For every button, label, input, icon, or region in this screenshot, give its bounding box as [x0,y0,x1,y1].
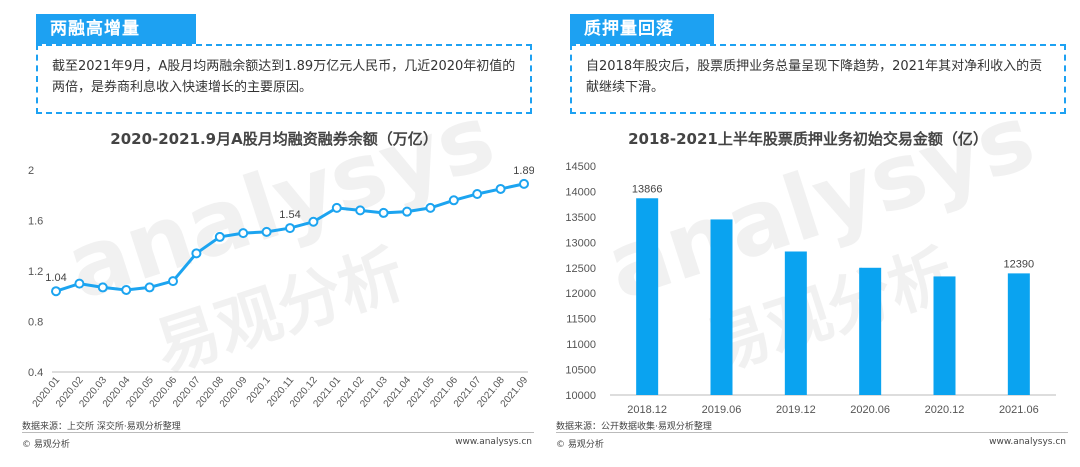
data-point [285,223,295,234]
data-point [308,216,319,227]
brand-copyright: © 易观分析 [556,440,604,450]
data-point [74,278,85,289]
note-box: 截至2021年9月，A股月均两融余额达到1.89万亿元人民币，几近2020年初值… [36,44,532,114]
bar-chart: 10000 10500 11000 11500 12000 12500 13000 13500… [565,161,1056,416]
data-point [425,202,436,213]
data-point [168,276,178,287]
y-tick-label: 1.2 [28,266,43,278]
y-tick-label: 11000 [566,339,596,351]
brand-copyright: © 易观分析 [22,440,70,450]
x-tick-label: 2020.12 [925,404,965,416]
data-label: 13866 [632,183,663,195]
margin-financing-panel: 两融高增量 截至2021年9月，A股月均两融余额达到1.89万亿元人民币，几近2… [14,0,534,467]
website-link[interactable]: www.analysys.cn [455,437,532,447]
bar [1007,273,1030,395]
bar [933,276,956,395]
stock-pledge-panel: 质押量回落 自2018年股灾后，股票质押业务总量呈现下降趋势，2021年其对净利… [548,0,1068,467]
chart-title: 2020-2021.9月A股月均融资融券余额（万亿） [110,130,438,148]
y-tick-label: 14500 [565,161,596,173]
data-source: 数据来源：上交所 深交所·易观分析整理 [22,422,181,432]
bar [859,267,882,395]
y-tick-label: 10500 [565,365,596,377]
section-tag: 两融高增量 [36,14,196,44]
y-tick-label: 14000 [565,186,596,198]
data-point [51,286,61,297]
footer-divider [556,432,1068,433]
data-point [261,226,272,237]
note-box: 自2018年股灾后，股票质押业务总量呈现下降趋势，2021年其对净利收入的贡献继… [570,44,1066,114]
data-point [238,228,249,239]
bar [710,219,733,395]
footer-divider [22,432,534,433]
x-tick-label: 2019.12 [776,404,816,416]
y-tick-label: 12500 [565,263,596,275]
x-tick-label: 2019.06 [702,404,742,416]
section-tag: 质押量回落 [570,14,714,44]
x-tick-label: 2020.06 [850,404,890,416]
data-point [448,195,459,206]
data-source: 数据来源：公开数据收集·易观分析整理 [556,422,712,432]
chart-title: 2018-2021上半年股票质押业务初始交易金额（亿） [628,130,988,148]
y-tick-label: 0.8 [28,317,43,329]
note-text: 截至2021年9月，A股月均两融余额达到1.89万亿元人民币，几近2020年初值… [52,59,516,95]
data-point [378,207,389,218]
y-tick-label: 12000 [565,288,596,300]
y-tick-label: 1.6 [28,216,43,228]
data-point [214,231,225,242]
data-point [519,178,529,189]
data-point [331,202,342,213]
website-link[interactable]: www.analysys.cn [989,437,1066,447]
data-label: 1.04 [45,272,66,284]
x-tick-label: 2021.06 [999,404,1039,416]
line-chart: 0.40.81.21.621.041.541.892020.012020.022… [28,165,534,410]
data-point [402,206,412,217]
data-point [97,282,108,293]
data-point [191,248,202,259]
data-point [472,188,483,199]
data-label: 12390 [1004,258,1035,270]
data-point [144,282,155,293]
y-tick-label: 11500 [566,314,596,326]
y-tick-label: 0.4 [28,367,43,379]
data-label: 1.89 [513,165,534,177]
x-tick-label: 2018.12 [627,404,667,416]
y-tick-label: 2 [28,165,34,177]
y-tick-label: 10000 [565,390,596,402]
y-tick-label: 13000 [565,237,596,249]
data-point [495,183,506,194]
data-point [121,284,132,295]
y-tick-label: 13500 [565,212,596,224]
data-point [355,205,366,216]
bar [636,198,659,395]
data-label: 1.54 [279,209,300,221]
bar [784,251,807,395]
note-text: 自2018年股灾后，股票质押业务总量呈现下降趋势，2021年其对净利收入的贡献继… [586,59,1043,95]
